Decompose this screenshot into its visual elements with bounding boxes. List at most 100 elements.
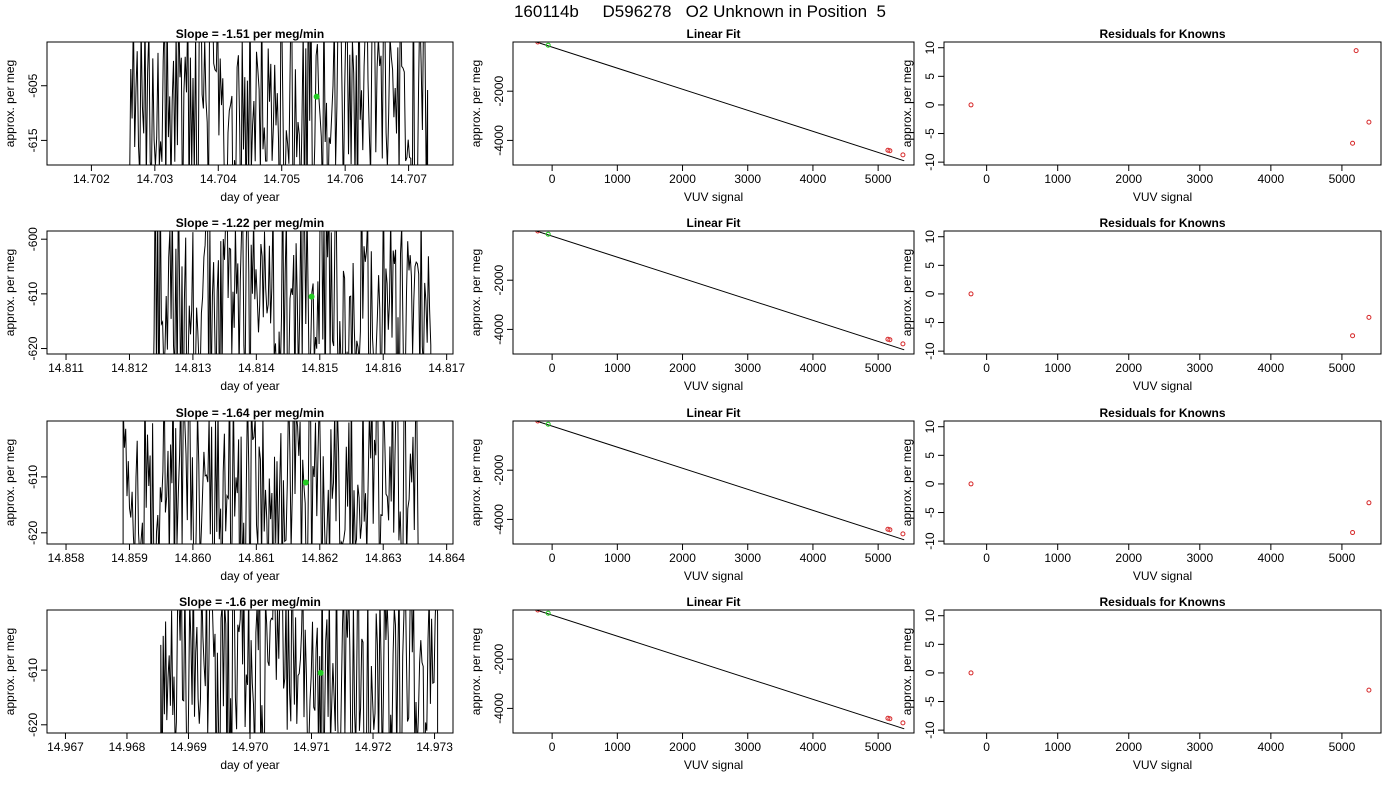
plot-frame — [512, 609, 915, 734]
y-tick-label: 5 — [923, 452, 937, 459]
y-tick-label: -620 — [26, 336, 40, 360]
unknown-point — [545, 610, 551, 616]
x-tick-label: 14.704 — [200, 172, 237, 186]
x-tick-label: 1000 — [1044, 361, 1071, 375]
panel-residuals-row-4: Residuals for Knowns 0 1000 2000 3000 4000 500… — [900, 595, 1382, 772]
y-tick-label: -5 — [923, 507, 937, 518]
plot-frame — [943, 230, 1382, 355]
y-tick-label: -4000 — [492, 125, 506, 156]
unknown-marker — [317, 669, 324, 676]
x-axis-label: VUV signal — [684, 379, 743, 393]
known-point — [887, 337, 893, 343]
x-tick-label: 3000 — [734, 551, 761, 565]
residual-point — [1350, 140, 1356, 146]
data-trace — [122, 421, 419, 544]
plot-marks — [122, 421, 419, 544]
x-tick-label: 3000 — [734, 172, 761, 186]
figure-title: 160114b D596278 O2 Unknown in Position 5 — [513, 2, 887, 21]
x-tick-label: 5000 — [1329, 172, 1356, 186]
plot-frame — [46, 420, 454, 545]
panel-linear-fit-row-4: Linear Fit 0 1000 2000 3000 4000 5000 -2000 -400… — [469, 595, 915, 772]
plot-marks — [534, 42, 906, 162]
x-tick-label: 14.816 — [365, 361, 402, 375]
x-tick-label: 2000 — [1115, 172, 1142, 186]
unknown-marker — [302, 479, 309, 486]
x-axis-label: day of year — [220, 569, 279, 583]
y-tick-label: 0 — [923, 101, 937, 108]
panel-title: Linear Fit — [686, 216, 740, 230]
unknown-marker — [308, 293, 315, 300]
y-tick-label: -5 — [923, 128, 937, 139]
x-axis-label: day of year — [220, 379, 279, 393]
unknown-point — [545, 42, 551, 48]
data-trace — [160, 610, 439, 733]
panel-title: Slope = -1.64 per meg/min — [176, 406, 324, 420]
plot-marks — [968, 291, 1372, 339]
panel-linear-fit-row-3: Linear Fit 0 1000 2000 3000 4000 5000 -2000 -400… — [469, 406, 915, 583]
panel-time-series-row-2: Slope = -1.22 per meg/min 14.811 14.812 14.… — [3, 216, 465, 393]
panel-title: Residuals for Knowns — [1099, 27, 1225, 41]
y-tick-label: -620 — [26, 712, 40, 736]
y-axis-label: approx. per meg — [3, 439, 17, 526]
x-tick-label: 14.815 — [301, 361, 338, 375]
x-tick-label: 4000 — [1258, 551, 1285, 565]
y-tick-label: -610 — [26, 658, 40, 682]
x-tick-label: 14.858 — [48, 551, 85, 565]
x-tick-label: 14.860 — [175, 551, 212, 565]
x-tick-label: 1000 — [604, 551, 631, 565]
y-tick-label: 0 — [923, 669, 937, 676]
plot-frame — [943, 609, 1382, 734]
x-tick-label: 2000 — [1115, 551, 1142, 565]
panel-residuals-row-1: Residuals for Knowns 0 1000 2000 3000 4000 500… — [900, 27, 1382, 204]
x-axis-label: VUV signal — [684, 569, 743, 583]
residual-point — [968, 670, 974, 676]
x-axis-label: day of year — [220, 190, 279, 204]
fit-line — [534, 610, 905, 730]
known-point — [900, 531, 906, 537]
x-tick-label: 5000 — [865, 172, 892, 186]
y-axis-label: approx. per meg — [3, 60, 17, 147]
plot-marks — [153, 231, 432, 354]
plot-marks — [129, 42, 429, 165]
x-axis-label: VUV signal — [1133, 569, 1192, 583]
panel-title: Slope = -1.51 per meg/min — [176, 27, 324, 41]
y-tick-label: 0 — [923, 290, 937, 297]
y-axis-label: approx. per meg — [900, 628, 914, 715]
known-point — [900, 720, 906, 726]
x-tick-label: 4000 — [800, 551, 827, 565]
y-axis-label: approx. per meg — [469, 249, 483, 336]
known-point — [535, 421, 541, 424]
x-tick-label: 0 — [983, 361, 990, 375]
y-tick-label: -4000 — [492, 504, 506, 535]
x-tick-label: 3000 — [1186, 551, 1213, 565]
x-tick-label: 1000 — [604, 740, 631, 754]
x-tick-label: 1000 — [1044, 740, 1071, 754]
y-tick-label: -620 — [26, 520, 40, 544]
data-trace — [129, 42, 429, 165]
x-tick-label: 5000 — [865, 740, 892, 754]
plot-marks — [968, 481, 1372, 536]
plot-marks — [968, 670, 1372, 693]
fit-line — [534, 231, 905, 351]
x-tick-label: 2000 — [1115, 740, 1142, 754]
y-tick-label: -2000 — [492, 265, 506, 296]
plot-marks — [160, 610, 439, 733]
known-point — [887, 527, 893, 533]
x-tick-label: 3000 — [734, 740, 761, 754]
y-tick-label: 10 — [923, 420, 937, 434]
x-tick-label: 14.973 — [416, 740, 453, 754]
unknown-marker — [313, 93, 320, 100]
x-tick-label: 14.972 — [355, 740, 392, 754]
y-axis-label: approx. per meg — [469, 60, 483, 147]
y-tick-label: -10 — [923, 153, 937, 171]
panel-time-series-row-4: Slope = -1.6 per meg/min 14.967 14.968 14.9… — [3, 595, 454, 772]
y-tick-label: -10 — [923, 721, 937, 739]
x-tick-label: 14.971 — [293, 740, 330, 754]
x-tick-label: 0 — [549, 740, 556, 754]
y-axis-label: approx. per meg — [3, 628, 17, 715]
x-axis-label: day of year — [220, 758, 279, 772]
y-tick-label: -5 — [923, 317, 937, 328]
y-tick-label: -600 — [26, 227, 40, 251]
residual-point — [1366, 687, 1372, 693]
